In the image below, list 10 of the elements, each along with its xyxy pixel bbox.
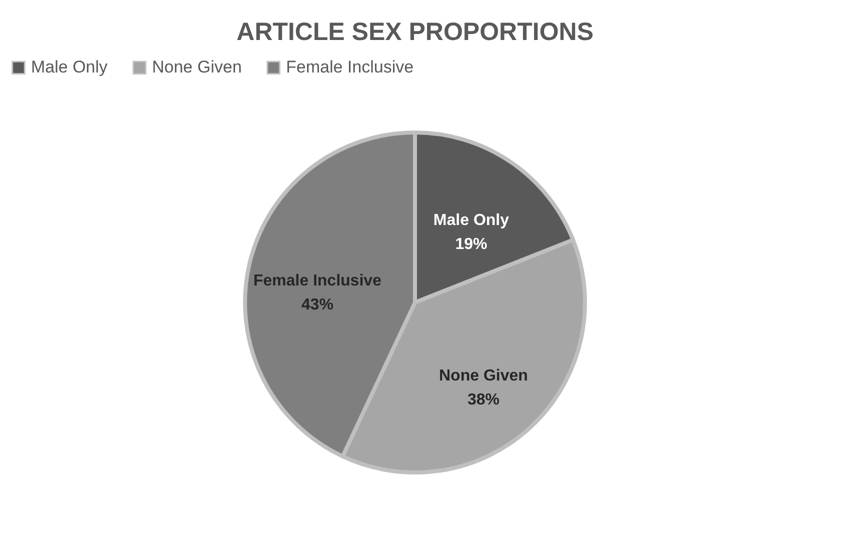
legend-label: Female Inclusive bbox=[286, 58, 414, 77]
slice-label: Female Inclusive bbox=[253, 272, 382, 290]
data-label: 19% bbox=[455, 236, 488, 253]
slice-label: None Given bbox=[439, 367, 528, 384]
legend-label: None Given bbox=[152, 58, 242, 77]
data-label: 43% bbox=[301, 296, 334, 314]
data-label: 38% bbox=[467, 391, 500, 408]
legend-label: Male Only bbox=[31, 58, 108, 77]
slice-label: Male Only bbox=[433, 212, 510, 229]
chart-title: ARTICLE SEX PROPORTIONS bbox=[236, 18, 594, 46]
